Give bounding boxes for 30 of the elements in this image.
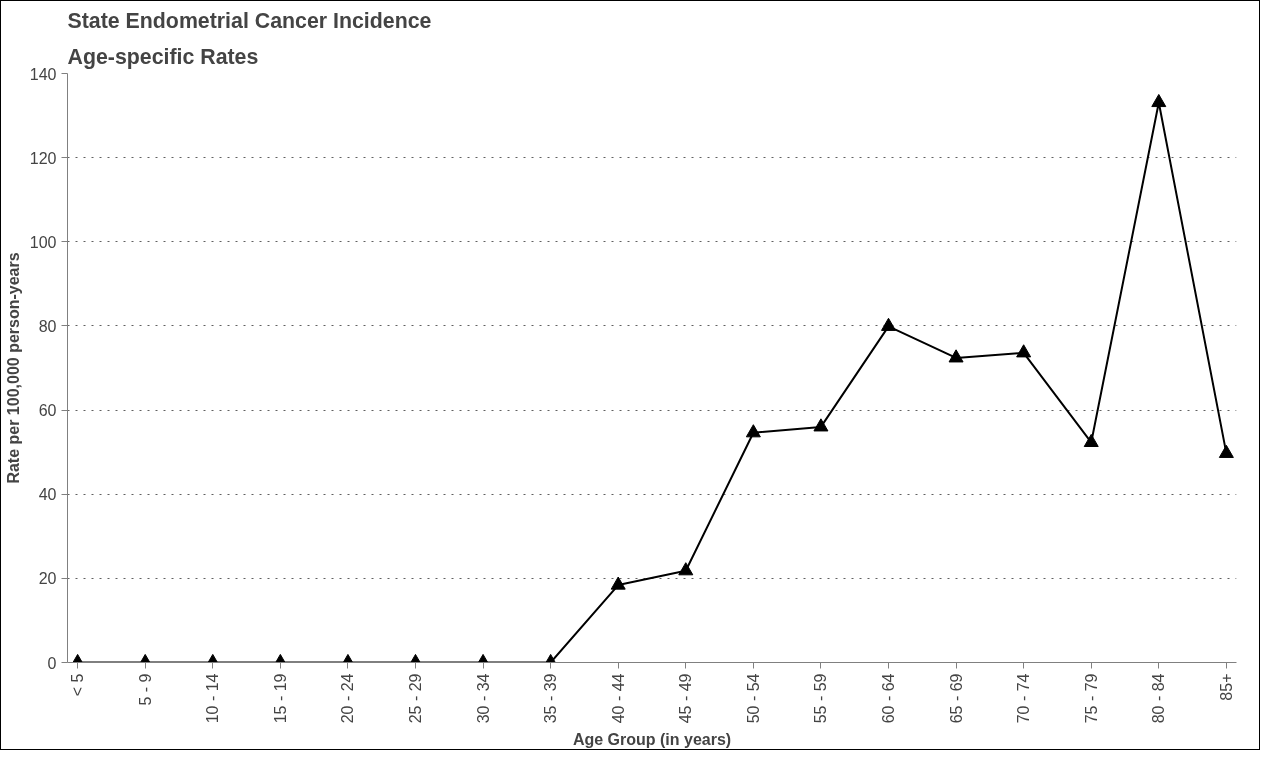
x-tick-label: 80 - 84: [1150, 673, 1168, 724]
y-tick-label: 0: [47, 654, 57, 672]
chart-subtitle: Age-specific Rates: [67, 44, 259, 69]
chart-title: State Endometrial Cancer Incidence: [67, 8, 432, 33]
x-tick-label: 40 - 44: [609, 673, 627, 724]
x-tick-label: 20 - 24: [339, 673, 357, 724]
x-tick-label: 55 - 59: [812, 673, 830, 724]
y-tick-label: 80: [38, 317, 57, 335]
x-tick-label: 65 - 69: [947, 673, 965, 724]
y-axis-title: Rate per 100,000 person-years: [4, 252, 22, 484]
x-tick-label: 75 - 79: [1082, 673, 1100, 724]
x-tick-label: 50 - 54: [744, 673, 762, 724]
x-tick-label: 5 - 9: [136, 673, 154, 706]
x-tick-label: 60 - 64: [880, 673, 897, 724]
x-tick-label: 15 - 19: [271, 673, 289, 724]
y-tick-label: 40: [38, 486, 57, 504]
x-tick-label: < 5: [69, 673, 87, 697]
x-tick-label: 70 - 74: [1015, 673, 1033, 724]
y-tick-label: 100: [29, 233, 57, 251]
x-tick-label: 45 - 49: [677, 673, 695, 724]
y-tick-label: 120: [29, 149, 57, 167]
y-tick-label: 20: [38, 570, 57, 588]
x-tick-label: 35 - 39: [542, 673, 560, 724]
y-tick-label: 140: [29, 65, 57, 83]
y-tick-label: 60: [38, 402, 57, 420]
x-tick-label: 85+: [1217, 673, 1235, 701]
x-tick-label: 10 - 14: [204, 673, 222, 724]
x-tick-label: 30 - 34: [474, 673, 492, 724]
x-axis-title: Age Group (in years): [572, 731, 732, 749]
x-tick-label: 25 - 29: [407, 673, 424, 724]
